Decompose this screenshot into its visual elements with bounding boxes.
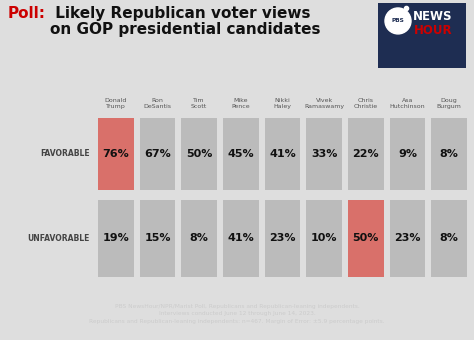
Text: Vivek
Ramaswamy: Vivek Ramaswamy — [304, 98, 344, 109]
FancyBboxPatch shape — [348, 118, 383, 189]
FancyBboxPatch shape — [182, 118, 217, 189]
Text: UNFAVORABLE: UNFAVORABLE — [27, 234, 90, 243]
Text: 67%: 67% — [144, 149, 171, 159]
Text: 50%: 50% — [186, 149, 212, 159]
Text: 8%: 8% — [440, 149, 459, 159]
FancyBboxPatch shape — [264, 118, 301, 189]
Text: 76%: 76% — [102, 149, 129, 159]
Text: 23%: 23% — [394, 234, 421, 243]
FancyBboxPatch shape — [431, 200, 467, 277]
Text: NEWS: NEWS — [413, 11, 453, 23]
Text: Mike
Pence: Mike Pence — [231, 98, 250, 109]
Text: 10%: 10% — [311, 234, 337, 243]
Text: Asa
Hutchinson: Asa Hutchinson — [390, 98, 425, 109]
Text: PBS NewsHour/NPR/Marist Poll, Republicans and Republican-leaning independents.
I: PBS NewsHour/NPR/Marist Poll, Republican… — [89, 304, 385, 324]
Text: 8%: 8% — [440, 234, 459, 243]
Text: Nikki
Haley: Nikki Haley — [273, 98, 292, 109]
Text: PBS: PBS — [392, 18, 404, 23]
FancyBboxPatch shape — [223, 200, 259, 277]
FancyBboxPatch shape — [223, 118, 259, 189]
Text: 45%: 45% — [228, 149, 254, 159]
Text: 50%: 50% — [353, 234, 379, 243]
Text: 22%: 22% — [353, 149, 379, 159]
FancyBboxPatch shape — [390, 200, 425, 277]
Text: 41%: 41% — [228, 234, 254, 243]
Text: 15%: 15% — [144, 234, 171, 243]
Circle shape — [385, 8, 411, 34]
Text: Ron
DeSantis: Ron DeSantis — [144, 98, 172, 109]
FancyBboxPatch shape — [348, 200, 383, 277]
Text: Donald
Trump: Donald Trump — [105, 98, 127, 109]
Text: Tim
Scott: Tim Scott — [191, 98, 207, 109]
FancyBboxPatch shape — [98, 118, 134, 189]
Text: Likely Republican voter views
on GOP presidential candidates: Likely Republican voter views on GOP pre… — [50, 6, 320, 37]
FancyBboxPatch shape — [98, 200, 134, 277]
Text: 23%: 23% — [269, 234, 296, 243]
Text: HOUR: HOUR — [414, 24, 452, 37]
Text: 8%: 8% — [190, 234, 209, 243]
FancyBboxPatch shape — [378, 3, 466, 68]
FancyBboxPatch shape — [140, 200, 175, 277]
FancyBboxPatch shape — [140, 118, 175, 189]
Text: 41%: 41% — [269, 149, 296, 159]
Text: FAVORABLE: FAVORABLE — [40, 149, 90, 158]
FancyBboxPatch shape — [431, 118, 467, 189]
FancyBboxPatch shape — [306, 118, 342, 189]
Text: 9%: 9% — [398, 149, 417, 159]
Text: Doug
Burgum: Doug Burgum — [437, 98, 462, 109]
FancyBboxPatch shape — [264, 200, 301, 277]
Text: 33%: 33% — [311, 149, 337, 159]
FancyBboxPatch shape — [390, 118, 425, 189]
Text: Poll:: Poll: — [8, 6, 46, 21]
Text: 19%: 19% — [102, 234, 129, 243]
Text: Chris
Christie: Chris Christie — [354, 98, 378, 109]
FancyBboxPatch shape — [182, 200, 217, 277]
FancyBboxPatch shape — [306, 200, 342, 277]
